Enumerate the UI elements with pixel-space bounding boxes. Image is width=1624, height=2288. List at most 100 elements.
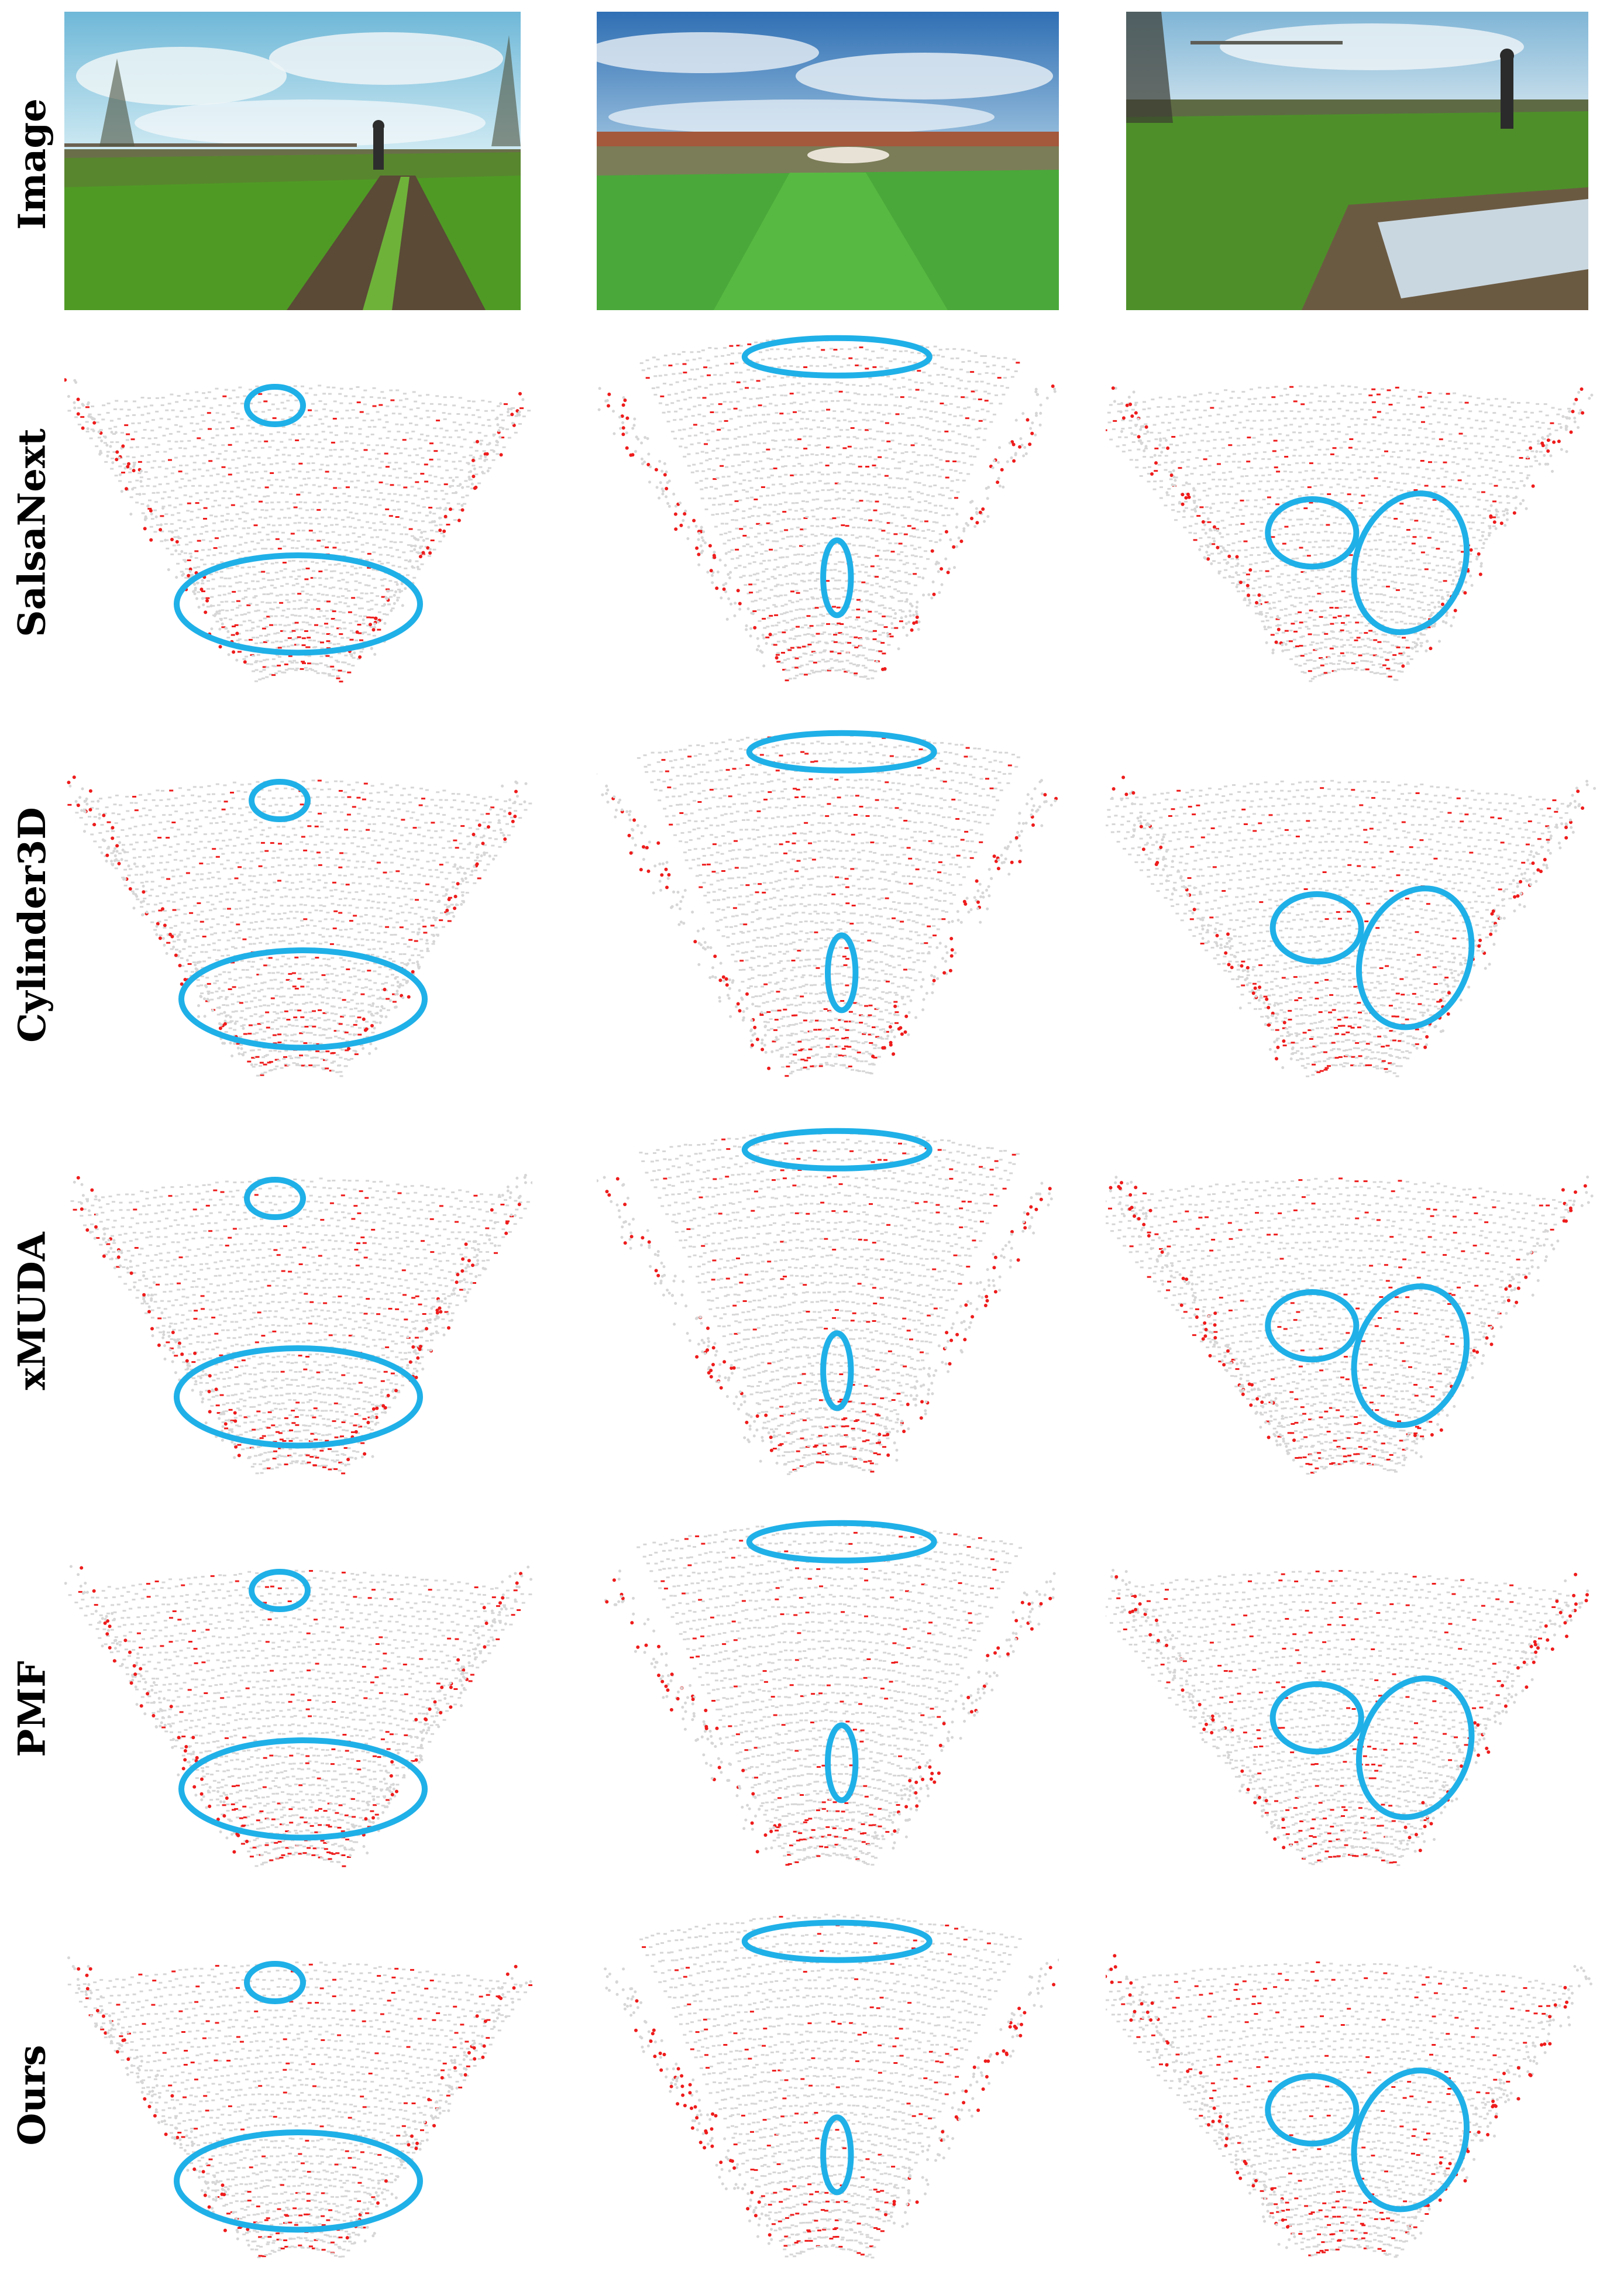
cloud-point xyxy=(897,467,902,469)
cloud-point xyxy=(686,359,690,362)
cloud-point xyxy=(312,532,316,534)
predicted-point xyxy=(693,424,697,426)
cloud-point xyxy=(682,428,686,431)
predicted-point xyxy=(695,546,699,550)
cloud-point xyxy=(370,536,374,538)
cloud-point xyxy=(795,421,799,424)
cloud-point xyxy=(435,395,439,397)
cloud-point xyxy=(751,612,755,616)
cloud-point xyxy=(1223,479,1227,481)
cloud-point xyxy=(739,473,743,475)
cloud-point xyxy=(260,477,264,479)
cloud-point xyxy=(934,411,938,413)
cloud-point xyxy=(863,394,867,396)
cloud-point xyxy=(983,418,987,421)
predicted-point xyxy=(1240,523,1245,525)
cloud-point xyxy=(190,422,194,424)
cloud-point xyxy=(1381,549,1385,552)
cloud-point xyxy=(704,508,708,510)
cloud-point xyxy=(254,432,259,435)
cloud-point xyxy=(209,514,214,517)
cloud-point xyxy=(355,496,359,499)
predicted-point xyxy=(872,630,877,632)
cloud-point xyxy=(430,530,433,532)
cloud-point xyxy=(1288,518,1292,521)
cloud-point xyxy=(993,384,997,387)
cloud-point xyxy=(1368,515,1372,517)
cloud-point xyxy=(787,518,790,520)
cloud-point xyxy=(951,430,955,432)
cloud-point xyxy=(810,525,814,527)
predicted-point xyxy=(898,542,903,545)
cloud-point xyxy=(1423,595,1427,597)
predicted-point xyxy=(1461,551,1465,553)
cloud-point xyxy=(1477,514,1481,516)
cloud-point xyxy=(419,545,424,548)
cloud-point xyxy=(316,672,320,674)
predicted-point xyxy=(692,518,696,523)
cloud-point xyxy=(1350,500,1354,502)
cloud-point xyxy=(719,392,723,394)
cloud-point xyxy=(789,637,793,640)
cloud-point xyxy=(1263,584,1267,586)
cloud-point xyxy=(1014,418,1018,422)
cloud-point xyxy=(789,446,792,448)
predicted-point xyxy=(1373,639,1378,641)
cloud-point xyxy=(785,548,789,550)
cloud-point xyxy=(1422,520,1426,523)
cloud-point xyxy=(874,610,878,613)
cloud-point xyxy=(849,455,853,457)
cloud-point xyxy=(409,438,413,439)
cloud-point xyxy=(1269,616,1274,619)
cloud-point xyxy=(403,462,407,465)
cloud-point xyxy=(1379,617,1383,619)
predicted-point xyxy=(390,399,395,401)
cloud-point xyxy=(832,588,837,590)
cloud-point xyxy=(742,479,746,482)
cloud-point xyxy=(246,588,250,590)
cloud-point xyxy=(201,475,205,477)
cloud-point xyxy=(773,358,777,360)
cloud-point xyxy=(337,477,341,480)
cloud-point xyxy=(233,576,238,578)
cloud-point xyxy=(989,402,993,404)
cloud-point xyxy=(906,407,909,409)
cloud-point xyxy=(730,558,734,560)
cloud-point xyxy=(1348,562,1352,565)
cloud-point xyxy=(942,524,947,527)
cloud-point xyxy=(875,540,879,542)
cloud-point xyxy=(276,632,280,634)
cloud-point xyxy=(394,462,398,463)
predicted-point xyxy=(204,610,208,614)
cloud-point xyxy=(867,473,871,476)
predicted-point xyxy=(803,517,808,519)
cloud-point xyxy=(1194,523,1198,525)
cloud-point xyxy=(908,396,912,398)
cloud-point xyxy=(763,504,767,506)
cloud-point xyxy=(498,435,502,439)
cloud-point xyxy=(913,548,917,550)
cloud-point xyxy=(467,462,470,465)
cloud-point xyxy=(452,404,456,407)
cloud-point xyxy=(803,489,807,492)
cloud-point xyxy=(820,596,824,599)
cloud-point xyxy=(1279,560,1284,562)
cloud-point xyxy=(1272,607,1277,609)
predicted-point xyxy=(307,637,311,639)
predicted-point xyxy=(607,392,611,396)
cloud-point xyxy=(866,500,870,502)
cloud-point xyxy=(880,595,884,597)
cloud-point xyxy=(144,446,149,448)
cloud-point xyxy=(331,595,335,597)
cloud-point xyxy=(353,651,356,655)
predicted-point xyxy=(834,482,839,485)
cloud-point xyxy=(77,407,81,409)
cloud-point xyxy=(759,524,762,526)
cloud-point xyxy=(511,407,515,409)
cloud-point xyxy=(842,358,846,360)
cloud-point xyxy=(992,356,996,358)
cloud-point xyxy=(948,497,952,499)
cloud-point xyxy=(207,391,211,393)
predicted-point xyxy=(1193,539,1198,541)
cloud-point xyxy=(230,550,234,552)
